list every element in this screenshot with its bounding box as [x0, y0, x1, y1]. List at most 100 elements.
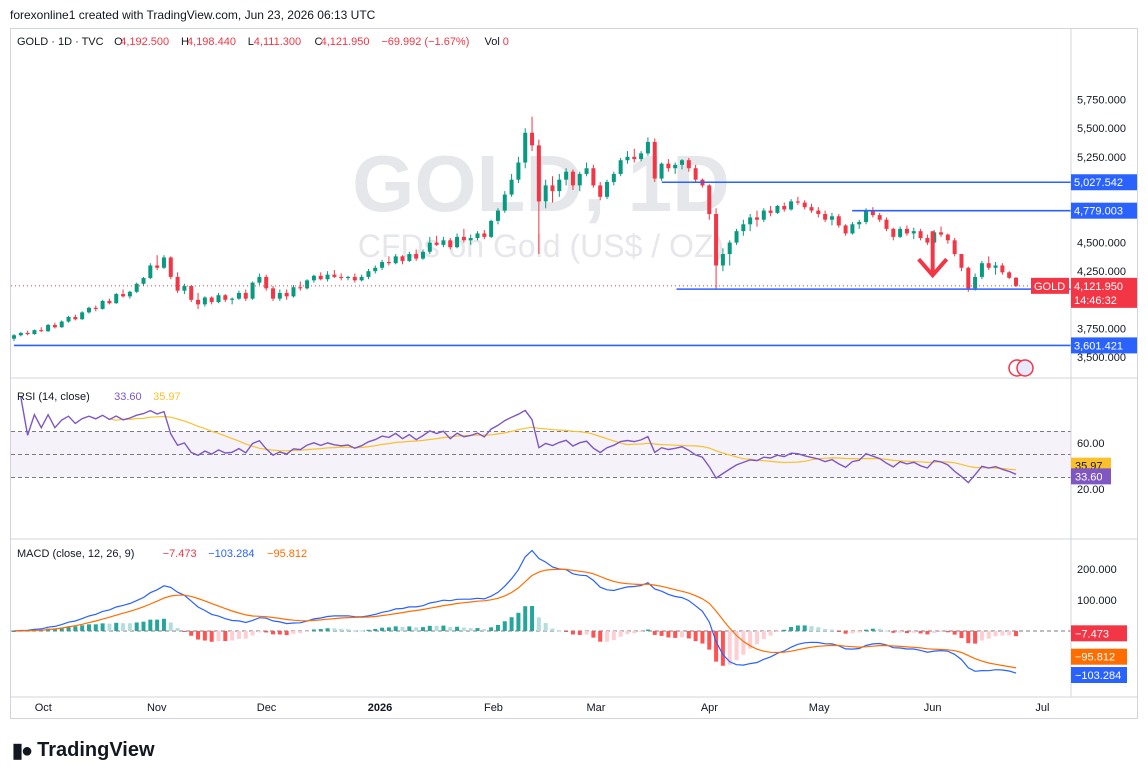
candle-body	[339, 276, 344, 279]
macd-histogram-bar	[502, 621, 507, 631]
down-arrow-icon	[917, 231, 949, 279]
candle-body	[850, 224, 855, 234]
watermark-description: CFDs on Gold (US$ / OZ)	[358, 228, 724, 264]
candle-body	[121, 294, 126, 297]
candle-body	[530, 132, 535, 146]
candle-body	[939, 232, 944, 235]
candle-body	[155, 265, 160, 268]
rsi-tick-label: 20.00	[1077, 484, 1105, 496]
macd-histogram-bar	[264, 631, 269, 633]
candle	[114, 292, 119, 304]
candle-body	[1000, 265, 1005, 273]
candle	[216, 292, 221, 304]
macd-histogram-bar	[243, 631, 248, 639]
candle	[420, 249, 425, 260]
macd-histogram-bar	[495, 624, 500, 631]
candle	[141, 276, 146, 287]
candle-body	[898, 228, 903, 237]
level-label-bg	[1071, 174, 1137, 191]
level-label-text: 4,779.003	[1074, 206, 1123, 218]
macd-last-value: −103.284	[1075, 670, 1121, 682]
legend-open: 4,192.500	[120, 36, 169, 48]
candle-body	[386, 262, 391, 264]
macd-signal-last-value: −95.812	[1075, 652, 1115, 664]
candle-body	[523, 132, 528, 163]
macd-histogram-bar	[202, 631, 207, 641]
candle-body	[570, 171, 575, 186]
candle-body	[59, 321, 64, 328]
candle-body	[236, 292, 241, 299]
horizontal-level-label: 5,027.542	[1071, 174, 1137, 191]
candle-body	[1007, 272, 1012, 278]
candle	[73, 314, 78, 321]
candle-body	[884, 219, 889, 229]
candle-body	[843, 225, 848, 234]
candle	[346, 275, 350, 281]
candle	[795, 196, 800, 205]
candle	[911, 227, 916, 240]
macd-histogram-bar	[148, 619, 153, 631]
candle	[959, 254, 964, 272]
candle	[836, 214, 841, 228]
macd-histogram-bar	[414, 627, 419, 631]
candle-body	[864, 210, 869, 223]
macd-histogram-bar	[530, 606, 535, 631]
macd-histogram-bar	[441, 625, 446, 631]
candle	[134, 282, 139, 293]
candle-body	[652, 141, 657, 179]
last-price-countdown: 14:46:32	[1074, 295, 1117, 307]
macd-histogram-bar	[325, 628, 330, 631]
candle-body	[577, 173, 582, 186]
candle	[468, 234, 473, 245]
macd-histogram-bar	[823, 629, 828, 631]
macd-histogram-bar	[127, 623, 132, 631]
candle-body	[591, 168, 596, 186]
macd-histogram-bar	[291, 631, 296, 634]
macd-histogram-bar	[257, 631, 262, 633]
candle	[829, 212, 834, 226]
candle	[66, 315, 71, 323]
macd-histogram-bar	[380, 627, 385, 631]
candle-body	[904, 228, 909, 234]
candle-body	[441, 240, 446, 245]
candle	[380, 259, 385, 271]
macd-histogram-bar	[557, 630, 562, 632]
candle	[325, 271, 330, 282]
candle	[209, 296, 214, 305]
candle-body	[455, 236, 460, 248]
macd-histogram-bar	[877, 628, 882, 631]
candle-body	[161, 257, 166, 268]
legend-vol-label: Vol	[485, 36, 500, 48]
macd-histogram-bar	[632, 631, 637, 634]
candle	[973, 273, 978, 291]
macd-histogram-bar	[836, 631, 841, 632]
candle	[434, 235, 439, 247]
macd-histogram-bar	[1000, 631, 1005, 636]
time-tick-label: Jul	[1035, 702, 1049, 714]
price-tick-label: 4,500.000	[1077, 238, 1126, 250]
price-tick-label: 4,250.000	[1077, 266, 1126, 278]
candle	[945, 233, 950, 244]
candle	[271, 286, 276, 301]
macd-tick-label: 100.000	[1077, 595, 1117, 607]
chart-header: forexonline1 created with TradingView.co…	[10, 8, 376, 22]
candle-body	[639, 153, 644, 160]
candle	[332, 270, 337, 279]
candle	[734, 228, 739, 245]
candle	[59, 320, 64, 328]
candle	[639, 151, 644, 162]
candle	[898, 226, 903, 239]
candle	[52, 322, 57, 329]
rsi-legend-ma: 35.97	[153, 391, 181, 403]
candle-body	[434, 242, 439, 245]
candle-body	[427, 242, 432, 252]
candle-body	[489, 220, 494, 237]
macd-histogram-bar	[714, 631, 719, 662]
candle	[155, 255, 160, 271]
candle	[884, 217, 889, 232]
candle-body	[979, 263, 984, 277]
macd-histogram-bar	[12, 631, 16, 632]
candle	[564, 168, 569, 186]
candle	[168, 256, 173, 280]
